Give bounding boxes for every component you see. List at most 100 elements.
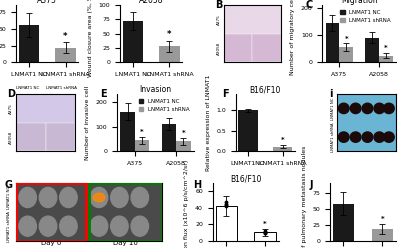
Text: Day 10: Day 10 [113, 240, 138, 246]
Title: Migration: Migration [341, 0, 378, 5]
Title: Invasion: Invasion [140, 85, 172, 94]
Text: *: * [63, 32, 68, 41]
Text: G: G [4, 180, 12, 190]
Point [223, 203, 230, 207]
Point [262, 230, 268, 234]
Bar [162, 124, 176, 152]
Text: B: B [216, 0, 223, 10]
Text: *: * [344, 36, 348, 42]
Text: LNMAT1 shRNA: LNMAT1 shRNA [7, 211, 11, 242]
Text: *: * [384, 45, 388, 52]
Text: J: J [310, 180, 314, 190]
Point [262, 229, 268, 233]
Y-axis label: Number of pulmonary metastasis nodules: Number of pulmonary metastasis nodules [302, 146, 307, 248]
Point [223, 200, 230, 204]
Bar [254, 232, 276, 241]
Ellipse shape [93, 193, 105, 202]
Text: F: F [222, 90, 229, 99]
Bar [135, 140, 149, 152]
Text: A2058: A2058 [9, 130, 13, 144]
Point [262, 231, 268, 235]
Bar [273, 147, 292, 152]
Text: LNMAT1 shRNA: LNMAT1 shRNA [331, 122, 335, 152]
Circle shape [338, 103, 349, 114]
Text: A375: A375 [9, 103, 13, 114]
Text: *: * [380, 216, 384, 222]
Text: H: H [193, 180, 201, 190]
Text: *: * [140, 128, 144, 134]
Ellipse shape [39, 187, 57, 208]
Bar [56, 48, 76, 62]
Text: LNMAT1 NC: LNMAT1 NC [7, 186, 11, 209]
Text: *: * [167, 31, 172, 39]
Title: A2058: A2058 [139, 0, 164, 5]
Text: D: D [7, 90, 15, 99]
Circle shape [362, 103, 373, 114]
Text: LNMAT1 shRNA: LNMAT1 shRNA [252, 0, 283, 1]
Title: A375: A375 [37, 0, 57, 5]
Text: LNMAT1 NC: LNMAT1 NC [16, 87, 39, 91]
Ellipse shape [90, 216, 108, 236]
Ellipse shape [111, 187, 128, 208]
Ellipse shape [90, 187, 108, 208]
FancyBboxPatch shape [252, 34, 281, 62]
Ellipse shape [131, 187, 148, 208]
Y-axis label: Relative expression of LNMAT1: Relative expression of LNMAT1 [206, 74, 211, 171]
Text: LNMAT1 NC: LNMAT1 NC [331, 97, 335, 120]
Text: A375: A375 [217, 14, 221, 25]
Circle shape [374, 132, 385, 142]
Bar [160, 46, 180, 62]
Text: *: * [263, 221, 267, 227]
Legend: LNMAT1 NC, LNMAT1 shRNA: LNMAT1 NC, LNMAT1 shRNA [136, 97, 191, 114]
Point [223, 205, 230, 209]
Ellipse shape [19, 187, 36, 208]
Y-axis label: Wound closure area (%, 5d): Wound closure area (%, 5d) [88, 0, 93, 77]
Bar [326, 23, 339, 62]
Text: E: E [100, 90, 106, 99]
Title: B16/F10: B16/F10 [250, 85, 281, 94]
Bar [372, 229, 393, 241]
Ellipse shape [111, 216, 128, 236]
Text: A2058: A2058 [217, 41, 221, 55]
Ellipse shape [131, 216, 148, 236]
FancyBboxPatch shape [46, 123, 76, 152]
Bar [176, 142, 191, 152]
Circle shape [350, 103, 361, 114]
Text: LNMAT1 shRNA: LNMAT1 shRNA [46, 87, 77, 91]
FancyBboxPatch shape [224, 34, 252, 62]
Circle shape [350, 132, 361, 142]
FancyBboxPatch shape [224, 62, 252, 91]
Circle shape [374, 103, 385, 114]
FancyBboxPatch shape [16, 152, 46, 180]
Y-axis label: Photon flux (x10^6 p/s/cm^2/sr): Photon flux (x10^6 p/s/cm^2/sr) [184, 160, 190, 248]
Text: LNMAT1 NC: LNMAT1 NC [224, 0, 247, 1]
Ellipse shape [19, 216, 36, 236]
Point [262, 231, 268, 235]
Y-axis label: Number of invasive cell: Number of invasive cell [85, 86, 90, 160]
Bar [216, 206, 237, 241]
Bar [89, 183, 162, 241]
Bar [365, 38, 379, 62]
Bar [19, 25, 39, 62]
Circle shape [338, 132, 349, 142]
Bar [120, 112, 135, 152]
Text: C: C [306, 0, 313, 10]
Ellipse shape [39, 216, 57, 236]
Bar [339, 47, 353, 62]
Bar [16, 183, 86, 241]
Bar [333, 204, 354, 241]
FancyBboxPatch shape [252, 62, 281, 91]
Ellipse shape [60, 187, 77, 208]
Y-axis label: Number of migratory cells: Number of migratory cells [290, 0, 295, 75]
Circle shape [384, 132, 394, 142]
Text: Day 0: Day 0 [41, 240, 61, 246]
Circle shape [384, 103, 394, 114]
Bar [123, 21, 143, 62]
Text: *: * [281, 137, 285, 143]
FancyBboxPatch shape [46, 152, 76, 180]
Point [223, 202, 230, 206]
Text: i: i [330, 90, 333, 99]
Circle shape [362, 132, 373, 142]
Title: B16/F10: B16/F10 [230, 174, 262, 183]
Legend: LNMAT1 NC, LNMAT1 shRNA: LNMAT1 NC, LNMAT1 shRNA [338, 8, 393, 25]
